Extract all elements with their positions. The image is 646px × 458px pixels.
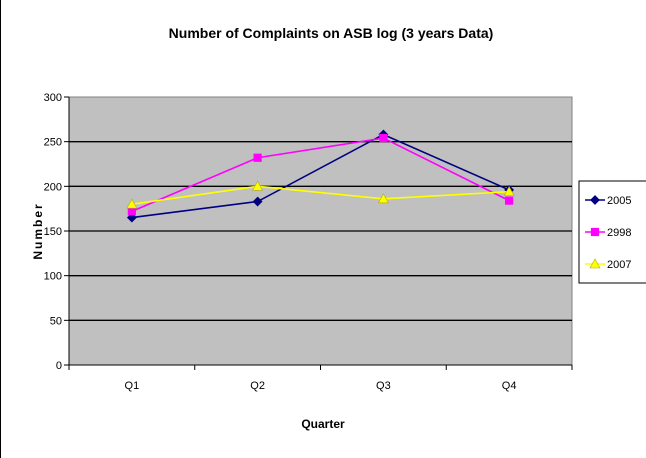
series-line <box>131 137 510 213</box>
legend-label: 2007 <box>607 259 631 271</box>
series-line <box>131 133 510 219</box>
data-point <box>127 207 136 216</box>
data-point <box>252 196 263 207</box>
x-tick-label: Q3 <box>376 380 391 392</box>
y-tick-label: 0 <box>56 360 62 372</box>
y-tick-label: 100 <box>44 271 62 283</box>
x-axis-title: Quarter <box>301 417 345 431</box>
series-line <box>131 185 510 205</box>
y-tick-label: 50 <box>50 315 62 327</box>
y-tick-label: 300 <box>44 92 62 104</box>
x-axis-ticks: Q1 Q2 Q3 Q4 <box>68 364 573 392</box>
legend: 2005 2998 2007 <box>578 180 646 284</box>
data-point <box>377 193 389 204</box>
series-lines <box>126 129 515 223</box>
legend-label: 2005 <box>607 195 631 207</box>
data-point <box>503 186 515 196</box>
data-point <box>253 153 262 162</box>
y-axis-title: Number <box>31 202 45 259</box>
legend-marker <box>590 227 600 237</box>
data-point <box>252 180 264 191</box>
data-point <box>126 198 138 209</box>
legend-label: 2998 <box>607 227 631 239</box>
gridlines <box>69 141 572 321</box>
y-tick-label: 250 <box>44 137 62 149</box>
x-tick-label: Q2 <box>250 380 265 392</box>
series-2007 <box>126 180 515 209</box>
data-point <box>379 133 388 143</box>
chart-title: Number of Complaints on ASB log (3 years… <box>169 25 494 41</box>
data-point <box>505 196 514 205</box>
x-tick-label: Q4 <box>502 380 517 392</box>
legend-marker <box>589 258 601 269</box>
y-tick-label: 200 <box>44 181 62 193</box>
series-2998 <box>127 133 514 216</box>
y-axis-ticks: 0 50 100 150 200 250 300 <box>44 92 70 372</box>
legend-marker <box>590 195 600 205</box>
x-tick-label: Q1 <box>125 380 140 392</box>
y-tick-label: 150 <box>44 226 62 238</box>
